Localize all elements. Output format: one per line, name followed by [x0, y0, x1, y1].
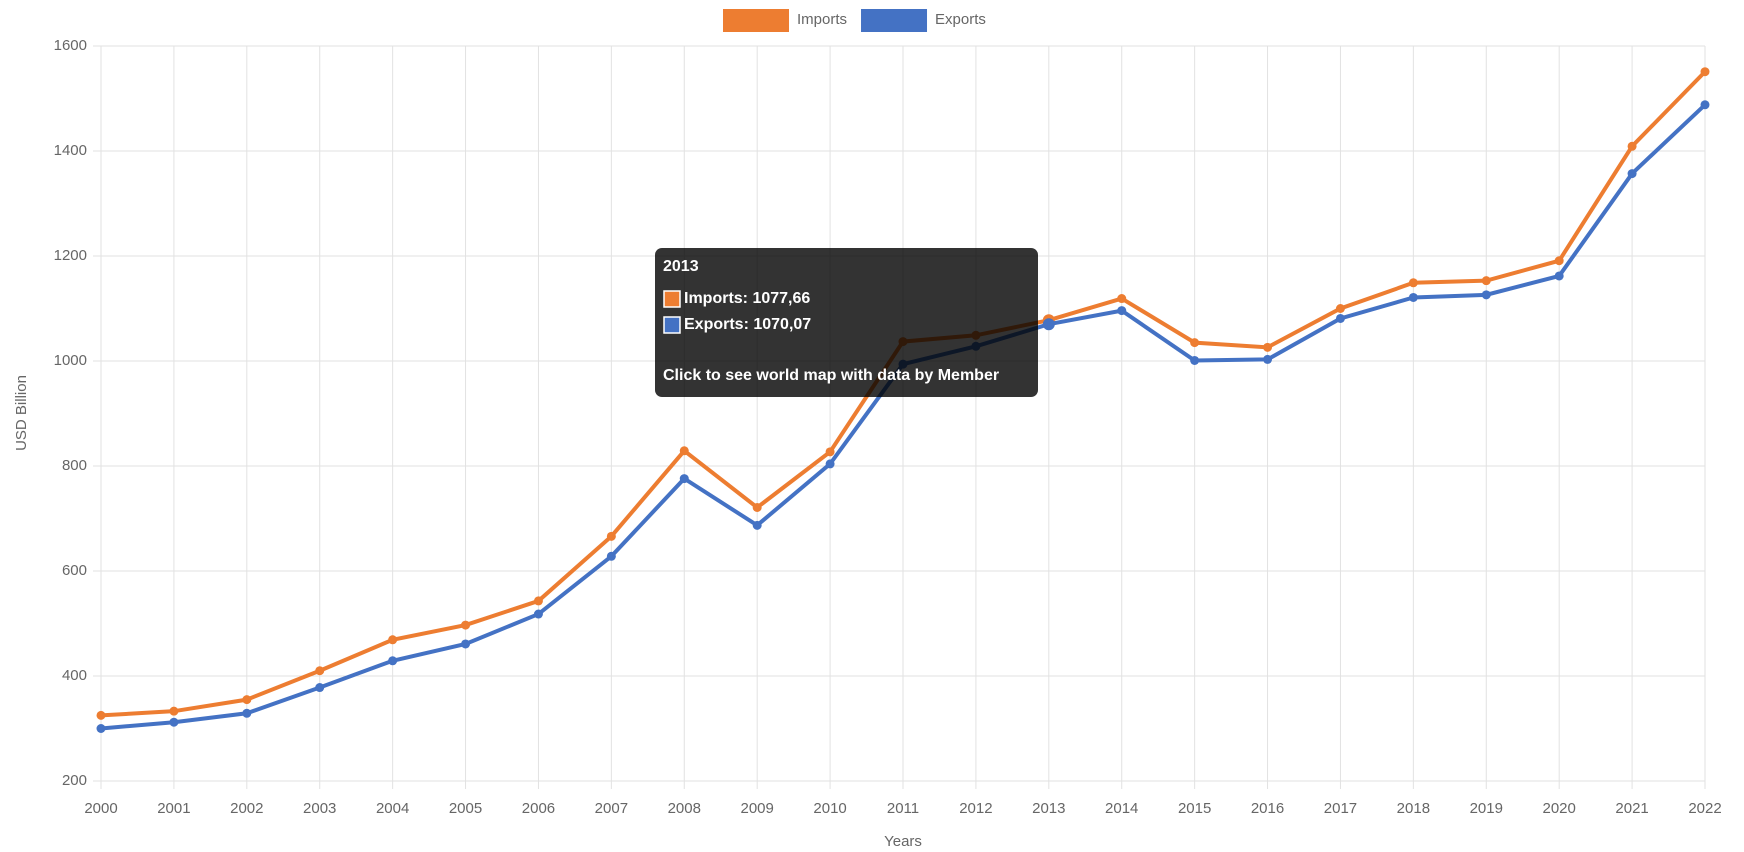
data-point[interactable] [1190, 355, 1200, 365]
tooltip-title: 2013 [663, 258, 699, 275]
tooltip-item: Imports: 1077,66 [684, 290, 810, 307]
x-tick-label: 2002 [230, 800, 263, 817]
data-point[interactable] [96, 710, 106, 720]
tooltip-swatch [663, 290, 681, 308]
data-point[interactable] [533, 596, 543, 606]
y-tick-label: 1200 [54, 247, 87, 264]
data-point[interactable] [1335, 304, 1345, 313]
x-tick-label: 2021 [1615, 800, 1648, 817]
y-tick-label: 800 [62, 457, 87, 474]
x-tick-label: 2022 [1688, 800, 1721, 817]
tooltip-footer: Click to see world map with data by Memb… [663, 367, 999, 384]
data-point[interactable] [1042, 318, 1055, 331]
data-point[interactable] [1117, 306, 1127, 316]
data-point[interactable] [388, 656, 398, 666]
y-tick-label: 1400 [54, 142, 87, 159]
data-point[interactable] [388, 635, 398, 645]
x-tick-label: 2010 [813, 800, 846, 817]
data-point[interactable] [1335, 313, 1345, 323]
y-tick-label: 600 [62, 562, 87, 579]
data-point[interactable] [606, 551, 616, 561]
data-point[interactable] [315, 683, 325, 693]
data-point[interactable] [1117, 294, 1127, 304]
x-tick-label: 2001 [157, 800, 190, 817]
data-point[interactable] [1700, 67, 1710, 77]
y-axis-label: USD Billion [13, 375, 30, 451]
legend-label[interactable]: Imports [797, 11, 847, 28]
y-tick-label: 400 [62, 667, 87, 684]
data-point[interactable] [1481, 290, 1491, 300]
x-tick-label: 2008 [668, 800, 701, 817]
legend-swatch[interactable] [723, 9, 789, 32]
x-tick-label: 2004 [376, 800, 409, 817]
data-point[interactable] [1554, 256, 1564, 266]
x-tick-label: 2016 [1251, 800, 1284, 817]
data-point[interactable] [825, 459, 835, 469]
data-point[interactable] [679, 446, 689, 456]
data-point[interactable] [242, 695, 252, 705]
x-tick-label: 2017 [1324, 800, 1357, 817]
data-point[interactable] [1408, 278, 1418, 288]
data-point[interactable] [825, 447, 835, 457]
x-tick-label: 2015 [1178, 800, 1211, 817]
data-point[interactable] [752, 520, 762, 530]
data-point[interactable] [1263, 342, 1273, 352]
x-tick-label: 2013 [1032, 800, 1065, 817]
y-tick-label: 200 [62, 772, 87, 789]
x-tick-label: 2012 [959, 800, 992, 817]
x-tick-label: 2005 [449, 800, 482, 817]
data-point[interactable] [1627, 169, 1637, 179]
legend-label[interactable]: Exports [935, 11, 986, 28]
data-point[interactable] [461, 620, 471, 630]
x-tick-label: 2011 [887, 800, 919, 817]
y-tick-label: 1000 [54, 352, 87, 369]
data-point[interactable] [1190, 338, 1200, 348]
data-point[interactable] [1481, 276, 1491, 286]
data-point[interactable] [315, 666, 325, 676]
data-point[interactable] [1554, 271, 1564, 281]
data-point[interactable] [1627, 141, 1637, 151]
x-tick-label: 2014 [1105, 800, 1138, 817]
legend-swatch[interactable] [861, 9, 928, 32]
x-tick-label: 2019 [1470, 800, 1503, 817]
data-point[interactable] [96, 724, 106, 733]
data-point[interactable] [606, 531, 616, 541]
x-tick-label: 2020 [1542, 800, 1575, 817]
tooltip-item: Exports: 1070,07 [684, 316, 811, 333]
data-point[interactable] [1700, 100, 1710, 110]
data-point[interactable] [461, 639, 471, 649]
x-axis-label: Years [884, 833, 922, 850]
data-point[interactable] [1408, 292, 1418, 302]
x-tick-label: 2009 [740, 800, 773, 817]
data-point[interactable] [679, 474, 689, 484]
data-point[interactable] [752, 502, 762, 512]
x-tick-label: 2007 [595, 800, 628, 817]
tooltip-swatch [663, 316, 681, 334]
data-point[interactable] [1263, 354, 1273, 364]
data-point[interactable] [533, 609, 543, 619]
x-tick-label: 2018 [1397, 800, 1430, 817]
tooltip: 2013 Imports: 1077,66 Exports: 1070,07 Clic… [655, 248, 1038, 397]
data-point[interactable] [242, 708, 252, 718]
tooltip-box [655, 248, 1038, 397]
y-tick-label: 1600 [54, 37, 87, 54]
data-point[interactable] [169, 706, 179, 716]
data-point[interactable] [169, 717, 179, 727]
x-tick-label: 2003 [303, 800, 336, 817]
x-tick-label: 2000 [84, 800, 117, 817]
x-tick-label: 2006 [522, 800, 555, 817]
